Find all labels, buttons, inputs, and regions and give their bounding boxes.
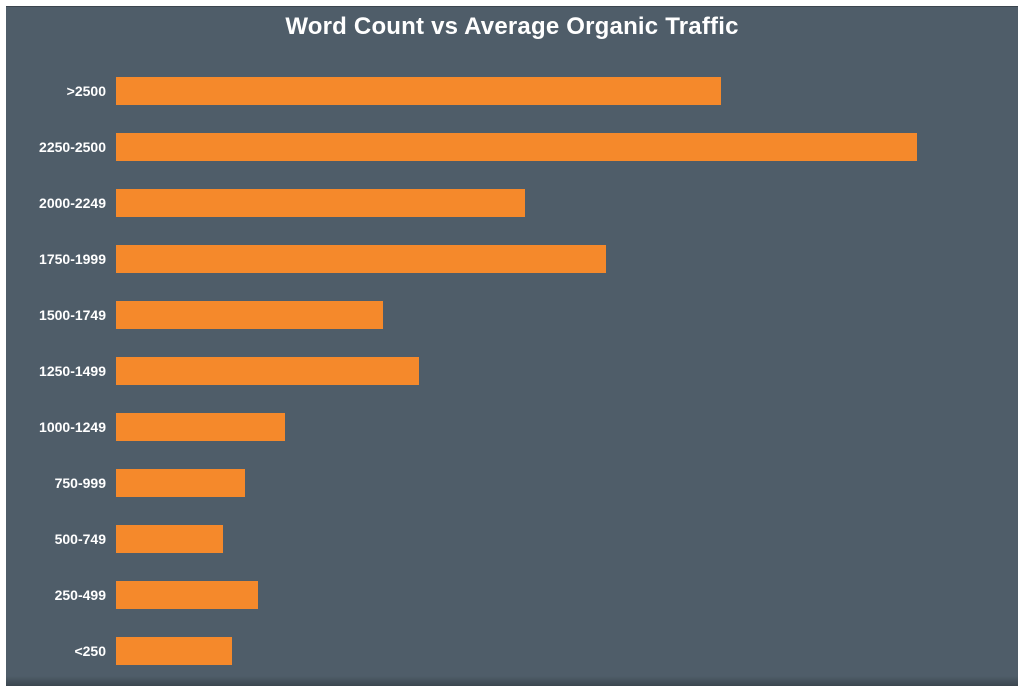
bar-row: 1500-1749 — [6, 287, 1018, 343]
bar — [116, 469, 245, 497]
bar — [116, 301, 383, 329]
y-axis-label: 1750-1999 — [6, 251, 106, 267]
bar — [116, 189, 525, 217]
bar-row: 2000-2249 — [6, 175, 1018, 231]
y-axis-label: 2000-2249 — [6, 195, 106, 211]
bar — [116, 637, 232, 665]
bar-row: 750-999 — [6, 455, 1018, 511]
bar — [116, 77, 721, 105]
bar — [116, 525, 223, 553]
bar-row: 1000-1249 — [6, 399, 1018, 455]
chart-panel: Word Count vs Average Organic Traffic >2… — [6, 6, 1018, 686]
y-axis-label: 1250-1499 — [6, 363, 106, 379]
bar-row: 1250-1499 — [6, 343, 1018, 399]
bar-row: 2250-2500 — [6, 119, 1018, 175]
y-axis-label: 1000-1249 — [6, 419, 106, 435]
bar — [116, 413, 285, 441]
y-axis-label: <250 — [6, 643, 106, 659]
y-axis-label: 250-499 — [6, 587, 106, 603]
y-axis-label: 1500-1749 — [6, 307, 106, 323]
bar — [116, 133, 917, 161]
chart-title: Word Count vs Average Organic Traffic — [6, 13, 1018, 41]
bar-row: 500-749 — [6, 511, 1018, 567]
chart-frame: Word Count vs Average Organic Traffic >2… — [0, 0, 1024, 699]
bar — [116, 357, 419, 385]
bar-row: >2500 — [6, 63, 1018, 119]
bar-row: <250 — [6, 623, 1018, 679]
bar — [116, 245, 606, 273]
y-axis-label: 2250-2500 — [6, 139, 106, 155]
bar-row: 250-499 — [6, 567, 1018, 623]
y-axis-label: >2500 — [6, 83, 106, 99]
chart-plot-area: >2500 2250-2500 2000-2249 1750-1999 1500… — [6, 63, 1018, 683]
y-axis-label: 750-999 — [6, 475, 106, 491]
bar — [116, 581, 258, 609]
y-axis-label: 500-749 — [6, 531, 106, 547]
bar-row: 1750-1999 — [6, 231, 1018, 287]
